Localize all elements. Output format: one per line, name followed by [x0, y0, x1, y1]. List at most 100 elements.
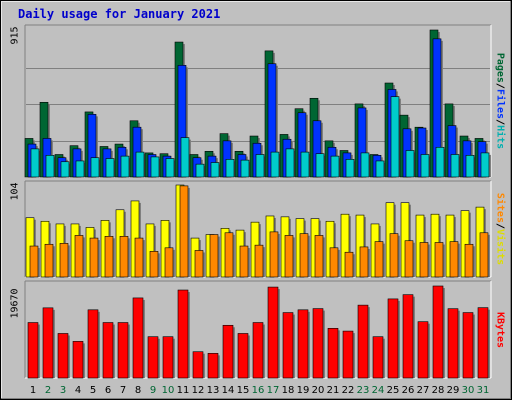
bar-sites: [179, 185, 189, 278]
bar-hits: [360, 152, 370, 178]
bar-sites: [449, 241, 459, 278]
bar-kbytes: [162, 336, 174, 379]
bar-kbytes: [402, 294, 414, 379]
bar-kbytes: [282, 312, 294, 379]
bar-kbytes: [372, 336, 384, 379]
x-tick-label: 24: [372, 385, 385, 396]
bar-sites: [44, 243, 54, 278]
bar-kbytes: [237, 333, 249, 379]
bar-hits: [225, 159, 235, 178]
bar-hits: [375, 160, 385, 178]
bar-kbytes: [297, 309, 309, 379]
bar-hits: [315, 153, 325, 178]
bar-hits: [390, 96, 400, 178]
bar-sites: [314, 235, 324, 278]
x-tick-label: 4: [75, 385, 81, 396]
bar-kbytes: [342, 330, 354, 379]
bar-kbytes: [432, 285, 444, 379]
bar-sites: [239, 245, 249, 278]
x-tick-label: 6: [105, 385, 111, 396]
bar-sites: [89, 237, 99, 278]
x-tick-label: 3: [60, 385, 66, 396]
x-tick-label: 9: [150, 385, 156, 396]
bar-hits: [60, 161, 70, 178]
x-tick-label: 15: [237, 385, 250, 396]
x-tick-label: 26: [402, 385, 415, 396]
bar-sites: [434, 242, 444, 278]
bar-hits: [165, 158, 175, 178]
x-tick-label: 2: [45, 385, 51, 396]
x-tick-label: 5: [90, 385, 96, 396]
bar-sites: [299, 233, 309, 278]
bar-hits: [420, 154, 430, 178]
bar-hits: [30, 148, 40, 178]
bar-sites: [374, 241, 384, 278]
bar-kbytes: [27, 322, 39, 379]
bar-kbytes: [132, 297, 144, 379]
bar-hits: [465, 155, 475, 178]
x-tick-label: 27: [417, 385, 430, 396]
bar-hits: [405, 150, 415, 178]
bar-sites: [104, 236, 114, 278]
bar-kbytes: [447, 308, 459, 379]
x-tick-label: 1: [30, 385, 36, 396]
bar-hits: [75, 160, 85, 178]
bar-hits: [135, 151, 145, 178]
bar-sites: [419, 242, 429, 278]
x-tick-label: 10: [162, 385, 175, 396]
bar-sites: [359, 246, 369, 278]
bar-kbytes: [42, 307, 54, 379]
bar-kbytes: [357, 304, 369, 379]
x-tick-label: 14: [222, 385, 235, 396]
bar-hits: [330, 155, 340, 178]
x-tick-label: 11: [177, 385, 190, 396]
bar-hits: [240, 159, 250, 178]
bar-kbytes: [192, 351, 204, 379]
x-tick-label: 23: [357, 385, 370, 396]
bar-sites: [59, 243, 69, 278]
x-tick-label: 17: [267, 385, 280, 396]
bar-sites: [209, 234, 219, 278]
x-tick-label: 30: [462, 385, 475, 396]
x-tick-label: 21: [327, 385, 340, 396]
bar-kbytes: [477, 307, 489, 379]
bar-sites: [344, 251, 354, 278]
x-tick-label: 16: [252, 385, 265, 396]
bar-sites: [29, 245, 39, 278]
bar-sites: [134, 237, 144, 278]
bar-kbytes: [222, 324, 234, 379]
bar-kbytes: [387, 298, 399, 379]
bar-sites: [254, 244, 264, 278]
x-tick-label: 7: [120, 385, 126, 396]
bar-hits: [195, 163, 205, 178]
bar-hits: [285, 148, 295, 178]
bar-kbytes: [417, 321, 429, 379]
bar-hits: [435, 146, 445, 178]
bar-kbytes: [252, 322, 264, 379]
bar-kbytes: [147, 336, 159, 379]
bar-kbytes: [72, 341, 84, 379]
bar-kbytes: [57, 333, 69, 379]
bar-hits: [210, 162, 220, 178]
x-tick-label: 12: [192, 385, 205, 396]
bar-sites: [479, 232, 489, 278]
bar-kbytes: [462, 312, 474, 379]
bar-sites: [269, 231, 279, 278]
x-tick-label: 13: [207, 385, 220, 396]
bar-sites: [284, 235, 294, 278]
bar-sites: [149, 251, 159, 278]
bar-sites: [119, 236, 129, 278]
bar-sites: [74, 235, 84, 278]
bar-hits: [45, 155, 55, 178]
x-tick-label: 18: [282, 385, 295, 396]
bar-kbytes: [267, 286, 279, 379]
bar-sites: [389, 233, 399, 278]
bar-hits: [480, 152, 490, 178]
bar-sites: [194, 250, 204, 278]
bar-hits: [255, 154, 265, 178]
bar-hits: [300, 151, 310, 178]
bar-hits: [450, 154, 460, 178]
x-tick-label: 8: [135, 385, 141, 396]
bar-hits: [150, 156, 160, 178]
